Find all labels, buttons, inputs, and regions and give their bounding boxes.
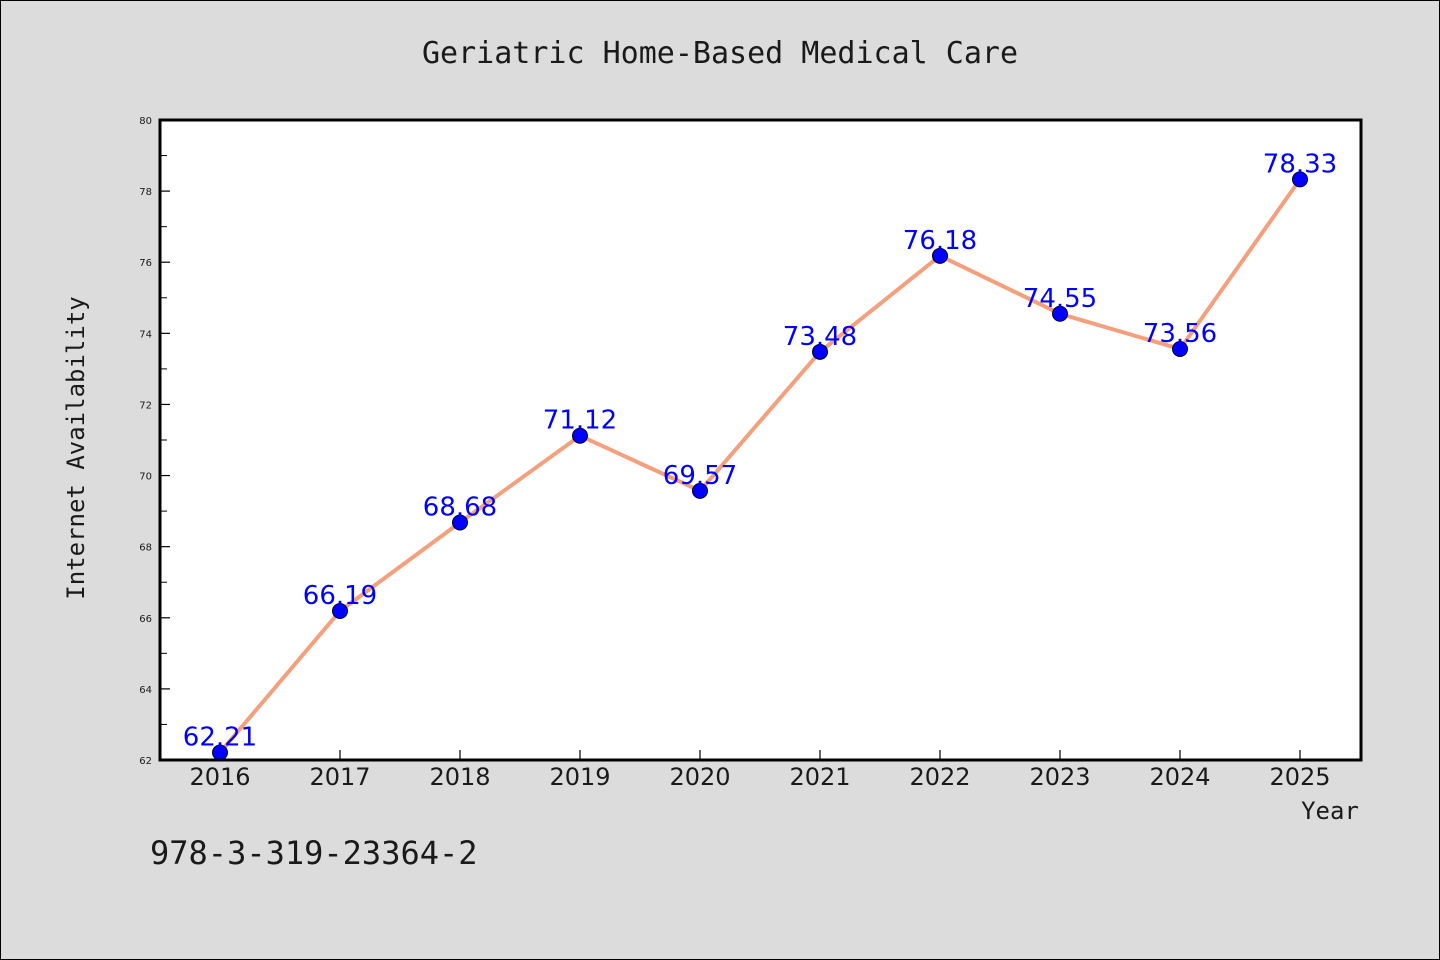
y-axis-title: Internet Availability <box>62 296 90 599</box>
data-labels: 62.21 66.19 68.68 71.12 69.57 73.48 76.18 74.55… <box>183 149 1337 752</box>
data-label: 68.68 <box>423 492 497 522</box>
data-label: 62.21 <box>183 723 257 753</box>
y-tick-label: 62 <box>139 756 152 767</box>
y-tick-label: 68 <box>139 543 152 554</box>
plot-frame <box>158 118 1363 762</box>
y-tick-label: 64 <box>139 685 152 696</box>
data-point <box>452 514 468 531</box>
chart-title: Geriatric Home-Based Medical Care <box>422 36 1018 71</box>
data-label: 74.55 <box>1023 284 1097 314</box>
data-point <box>1052 305 1068 322</box>
x-tick-label: 2021 <box>789 763 850 791</box>
data-point <box>812 343 828 360</box>
data-point <box>332 603 348 620</box>
data-point <box>692 482 708 499</box>
y-tick-label: 72 <box>139 400 152 411</box>
series-layer <box>212 171 1308 761</box>
data-label: 69.57 <box>663 461 737 491</box>
y-tick-label: 66 <box>139 614 152 625</box>
x-tick-label: 2020 <box>669 763 730 791</box>
data-point <box>1292 171 1308 188</box>
x-tick-label: 2018 <box>429 763 490 791</box>
x-tick-label: 2016 <box>189 763 250 791</box>
data-point <box>932 247 948 264</box>
x-tick-label: 2017 <box>309 763 370 791</box>
y-tick-label: 80 <box>139 116 152 127</box>
y-tick-label: 78 <box>139 187 152 198</box>
plot-area <box>160 120 1361 760</box>
footnote-code: 978-3-319-23364-2 <box>150 834 478 872</box>
axis-ticks: 62 64 66 68 70 72 74 76 78 80 2016 2017 2018 2019 2020… <box>139 116 1330 791</box>
x-tick-label: 2022 <box>909 763 970 791</box>
y-tick-label: 70 <box>139 472 152 483</box>
y-tick-label: 76 <box>139 258 152 269</box>
x-tick-label: 2025 <box>1269 763 1330 791</box>
data-label: 73.48 <box>783 322 857 352</box>
y-tick-label: 74 <box>139 329 152 340</box>
data-point <box>572 427 588 444</box>
data-label: 66.19 <box>303 581 377 611</box>
x-tick-label: 2019 <box>549 763 610 791</box>
data-label: 76.18 <box>903 226 977 256</box>
series-line <box>218 177 1302 755</box>
data-point <box>1172 340 1188 357</box>
x-tick-label: 2024 <box>1149 763 1210 791</box>
data-label: 78.33 <box>1263 149 1337 179</box>
data-label: 73.56 <box>1143 319 1217 349</box>
data-label: 71.12 <box>543 406 617 436</box>
x-tick-label: 2023 <box>1029 763 1090 791</box>
x-axis-title: Year <box>1301 797 1359 825</box>
